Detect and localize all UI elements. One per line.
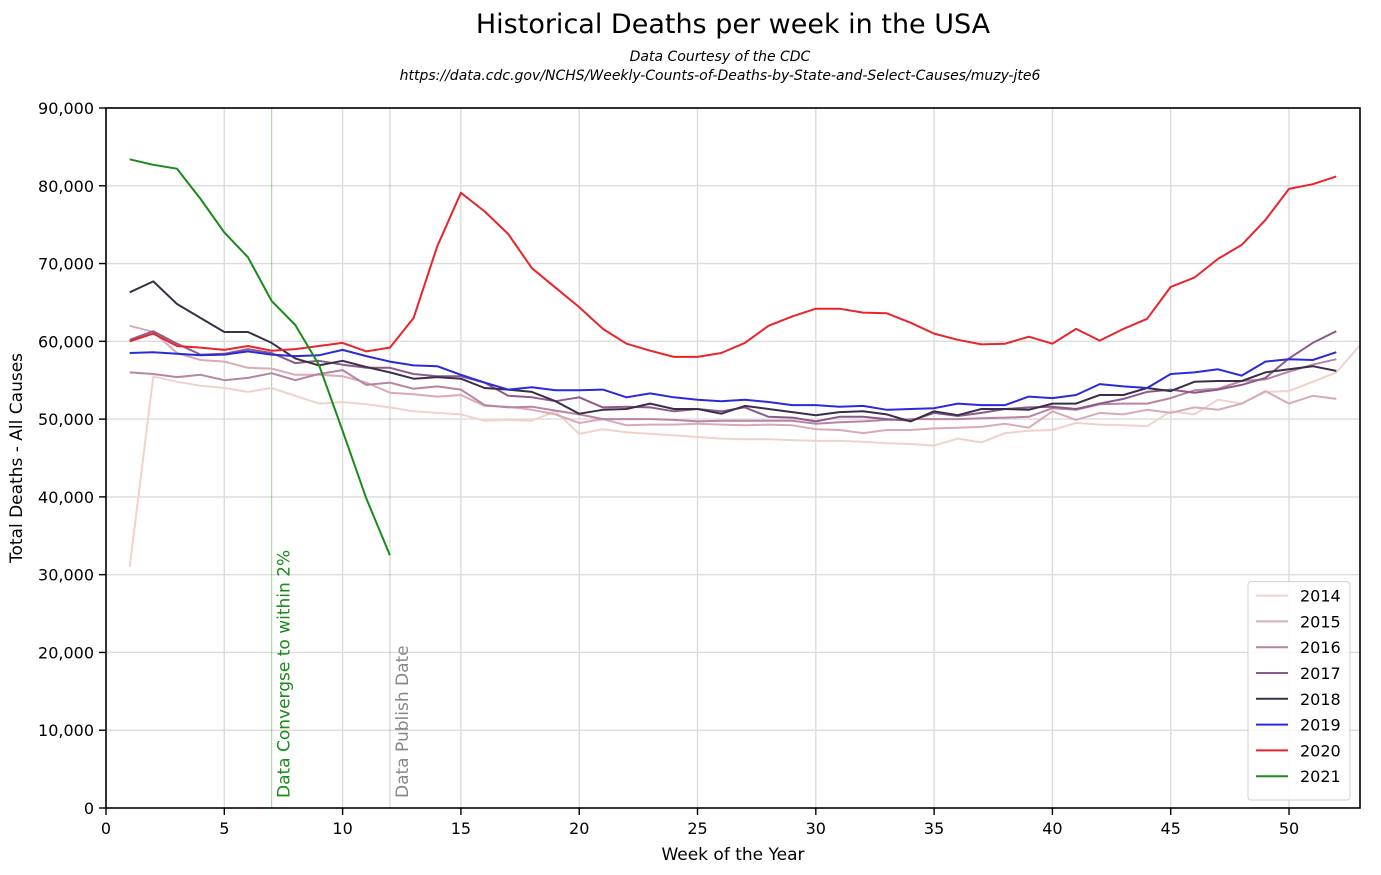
y-tick-label: 0 — [84, 799, 94, 818]
x-tick-label: 30 — [806, 819, 826, 838]
legend-label-2016: 2016 — [1300, 638, 1341, 657]
chart-subtitle-line-2: https://data.cdc.gov/NCHS/Weekly-Counts-… — [400, 68, 1041, 84]
y-tick-label: 20,000 — [38, 643, 94, 662]
legend-label-2017: 2017 — [1300, 664, 1341, 683]
legend-label-2014: 2014 — [1300, 587, 1341, 606]
x-tick-label: 20 — [569, 819, 589, 838]
legend-label-2019: 2019 — [1300, 716, 1341, 735]
chart-title: Historical Deaths per week in the USA — [476, 9, 991, 40]
series-lines — [128, 158, 1361, 568]
legend-label-2021: 2021 — [1300, 767, 1341, 786]
series-line-2016 — [129, 358, 1337, 425]
grid — [106, 107, 1360, 808]
x-tick-label: 15 — [451, 819, 471, 838]
series-line-2019 — [129, 348, 1337, 411]
legend: 2014 2015 2016 2017 2018 2019 2020 2021 — [1247, 581, 1351, 801]
x-tick-label: 5 — [219, 819, 229, 838]
series-line-2015 — [129, 324, 1337, 435]
series-line-2021 — [129, 158, 391, 556]
y-tick-label: 30,000 — [38, 566, 94, 585]
y-tick-label: 60,000 — [38, 332, 94, 351]
annotation-label-1: Data Publish Date — [393, 645, 413, 798]
y-tick-label: 50,000 — [38, 410, 94, 429]
x-tick-label: 50 — [1279, 819, 1299, 838]
x-tick-label: 40 — [1042, 819, 1062, 838]
x-tick-label: 45 — [1161, 819, 1181, 838]
y-tick-label: 40,000 — [38, 488, 94, 507]
annotation-labels: Data Convergse to within 2% Data Publish … — [275, 550, 413, 798]
y-tick-label: 90,000 — [38, 99, 94, 118]
series-line-2014 — [128, 344, 1361, 568]
series-line-2020 — [129, 175, 1337, 358]
y-tick-label: 10,000 — [38, 721, 94, 740]
chart-subtitle-line-1: Data Courtesy of the CDC — [630, 49, 811, 65]
legend-box — [1247, 581, 1351, 801]
legend-label-2015: 2015 — [1300, 612, 1341, 631]
plot-frame — [105, 107, 1361, 809]
y-tick-label: 70,000 — [38, 255, 94, 274]
annotation-lines — [271, 108, 391, 808]
series-line-2018 — [129, 280, 1337, 423]
y-axis-label: Total Deaths - All Causes — [7, 353, 27, 564]
legend-label-2018: 2018 — [1300, 690, 1341, 709]
y-axis-ticks: 0 10,000 20,000 30,000 40,000 50,000 60,000 70,… — [38, 99, 106, 818]
x-tick-label: 10 — [332, 819, 352, 838]
y-tick-label: 80,000 — [38, 177, 94, 196]
x-tick-label: 25 — [687, 819, 707, 838]
x-tick-label: 0 — [101, 819, 111, 838]
x-axis-ticks: 0 5 10 15 20 25 30 35 40 45 50 — [101, 808, 1299, 838]
legend-label-2020: 2020 — [1300, 741, 1341, 760]
annotation-label-0: Data Convergse to within 2% — [275, 550, 295, 798]
x-tick-label: 35 — [924, 819, 944, 838]
x-axis-label: Week of the Year — [661, 845, 804, 865]
